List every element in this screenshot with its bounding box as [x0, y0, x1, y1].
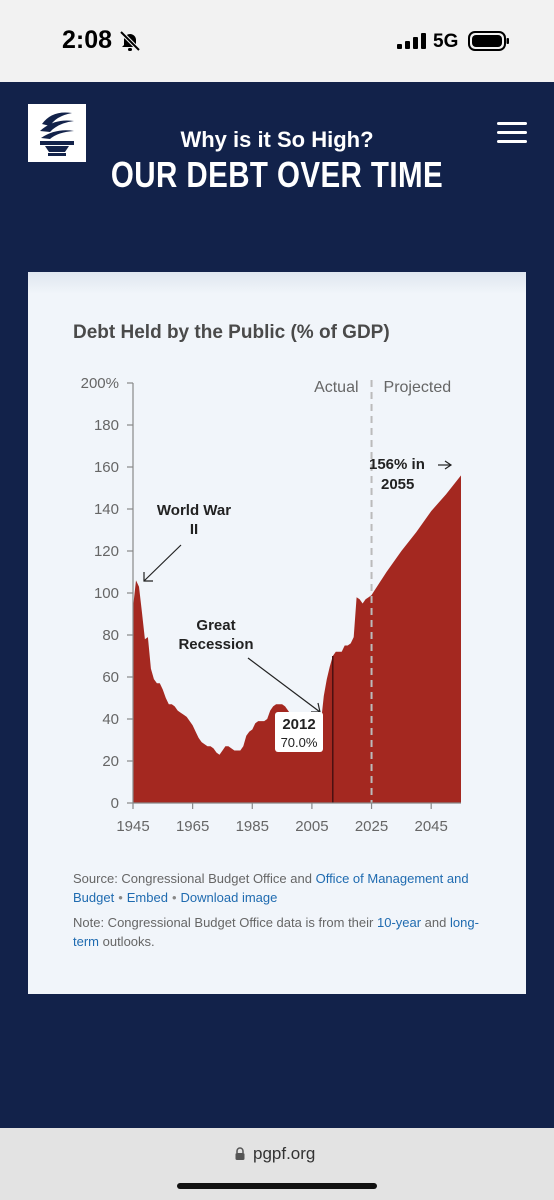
source-text: Source: Congressional Budget Office and … [73, 869, 503, 907]
annotation-projection-line1: 156% in [369, 456, 425, 473]
page-title: OUR DEBT OVER TIME [110, 154, 444, 195]
status-time: 2:08 [62, 26, 113, 54]
url-text[interactable]: pgpf.org [253, 1144, 316, 1163]
download-image-link[interactable]: Download image [180, 890, 278, 905]
omb-link[interactable]: Office of Management and Budget [73, 871, 469, 905]
annotation-wwii-line1: World War [157, 502, 231, 519]
header-subtitle: Why is it So High? [180, 127, 374, 152]
y-tick-label: 100 [94, 585, 119, 602]
note-middle: and [421, 915, 450, 930]
arrow-wwii [143, 544, 182, 582]
y-tick-label: 120 [94, 543, 119, 560]
label-projected: Projected [384, 379, 452, 396]
note-text: Note: Congressional Budget Office data i… [73, 913, 503, 951]
status-bar: 2:08 5G [0, 0, 554, 82]
x-tick-label: 2045 [414, 818, 447, 835]
separator-dot: • [171, 890, 177, 905]
browser-address-bar[interactable]: pgpf.org [0, 1128, 554, 1200]
site-header: Why is it So High? OUR DEBT OVER TIME [0, 82, 554, 242]
long-term-link[interactable]: long-term [73, 915, 479, 949]
y-tick-label: 80 [102, 627, 119, 644]
chart-title: Debt Held by the Public (% of GDP) [73, 322, 390, 343]
y-tick-label: 0 [111, 795, 119, 812]
y-tick-label: 180 [94, 417, 119, 434]
y-tick-label: 160 [94, 459, 119, 476]
arrowhead-projection-icon [444, 460, 453, 470]
x-tick-label: 2025 [355, 818, 388, 835]
x-tick-label: 1985 [236, 818, 269, 835]
annotation-2012-value: 70.0% [281, 735, 318, 750]
y-tick-label: 140 [94, 501, 119, 518]
arrowhead-wwii-icon [143, 572, 153, 582]
annotation-recession-line1: Great [196, 617, 235, 634]
network-type: 5G [433, 31, 459, 52]
ten-year-link[interactable]: 10-year [376, 915, 422, 930]
label-2012-background [275, 712, 323, 752]
bell-slash-icon [119, 30, 141, 52]
torch-logo-icon[interactable] [28, 104, 86, 162]
x-tick-label: 1965 [176, 818, 209, 835]
chart-card: Debt Held by the Public (% of GDP) Actua… [28, 272, 526, 994]
x-tick-label: 2005 [295, 818, 328, 835]
debt-area [133, 475, 461, 803]
y-tick-label: 40 [102, 711, 119, 728]
annotation-wwii-line2: II [190, 521, 198, 538]
y-tick-label: 200% [81, 375, 119, 392]
card-shadow [28, 272, 526, 294]
label-actual: Actual [314, 379, 358, 396]
battery-icon [468, 31, 509, 51]
lock-icon [235, 1147, 245, 1160]
annotation-projection-line2: 2055 [381, 476, 414, 493]
arrow-recession [247, 657, 321, 713]
debt-chart: Actual Projected World War II Great Rece… [81, 375, 461, 835]
source-prefix: Source: Congressional Budget Office and [73, 871, 316, 886]
note-suffix: outlooks. [99, 934, 155, 949]
signal-icon [397, 33, 426, 49]
separator-dot: • [118, 890, 123, 905]
x-tick-label: 1945 [116, 818, 149, 835]
hamburger-menu-icon[interactable] [497, 122, 527, 144]
y-tick-label: 60 [102, 669, 119, 686]
embed-link[interactable]: Embed [126, 890, 168, 905]
home-indicator[interactable] [177, 1183, 377, 1189]
annotation-recession-line2: Recession [178, 636, 253, 653]
annotation-2012-year: 2012 [282, 716, 315, 733]
note-prefix: Note: Congressional Budget Office data i… [73, 915, 377, 930]
y-tick-label: 20 [102, 753, 119, 770]
